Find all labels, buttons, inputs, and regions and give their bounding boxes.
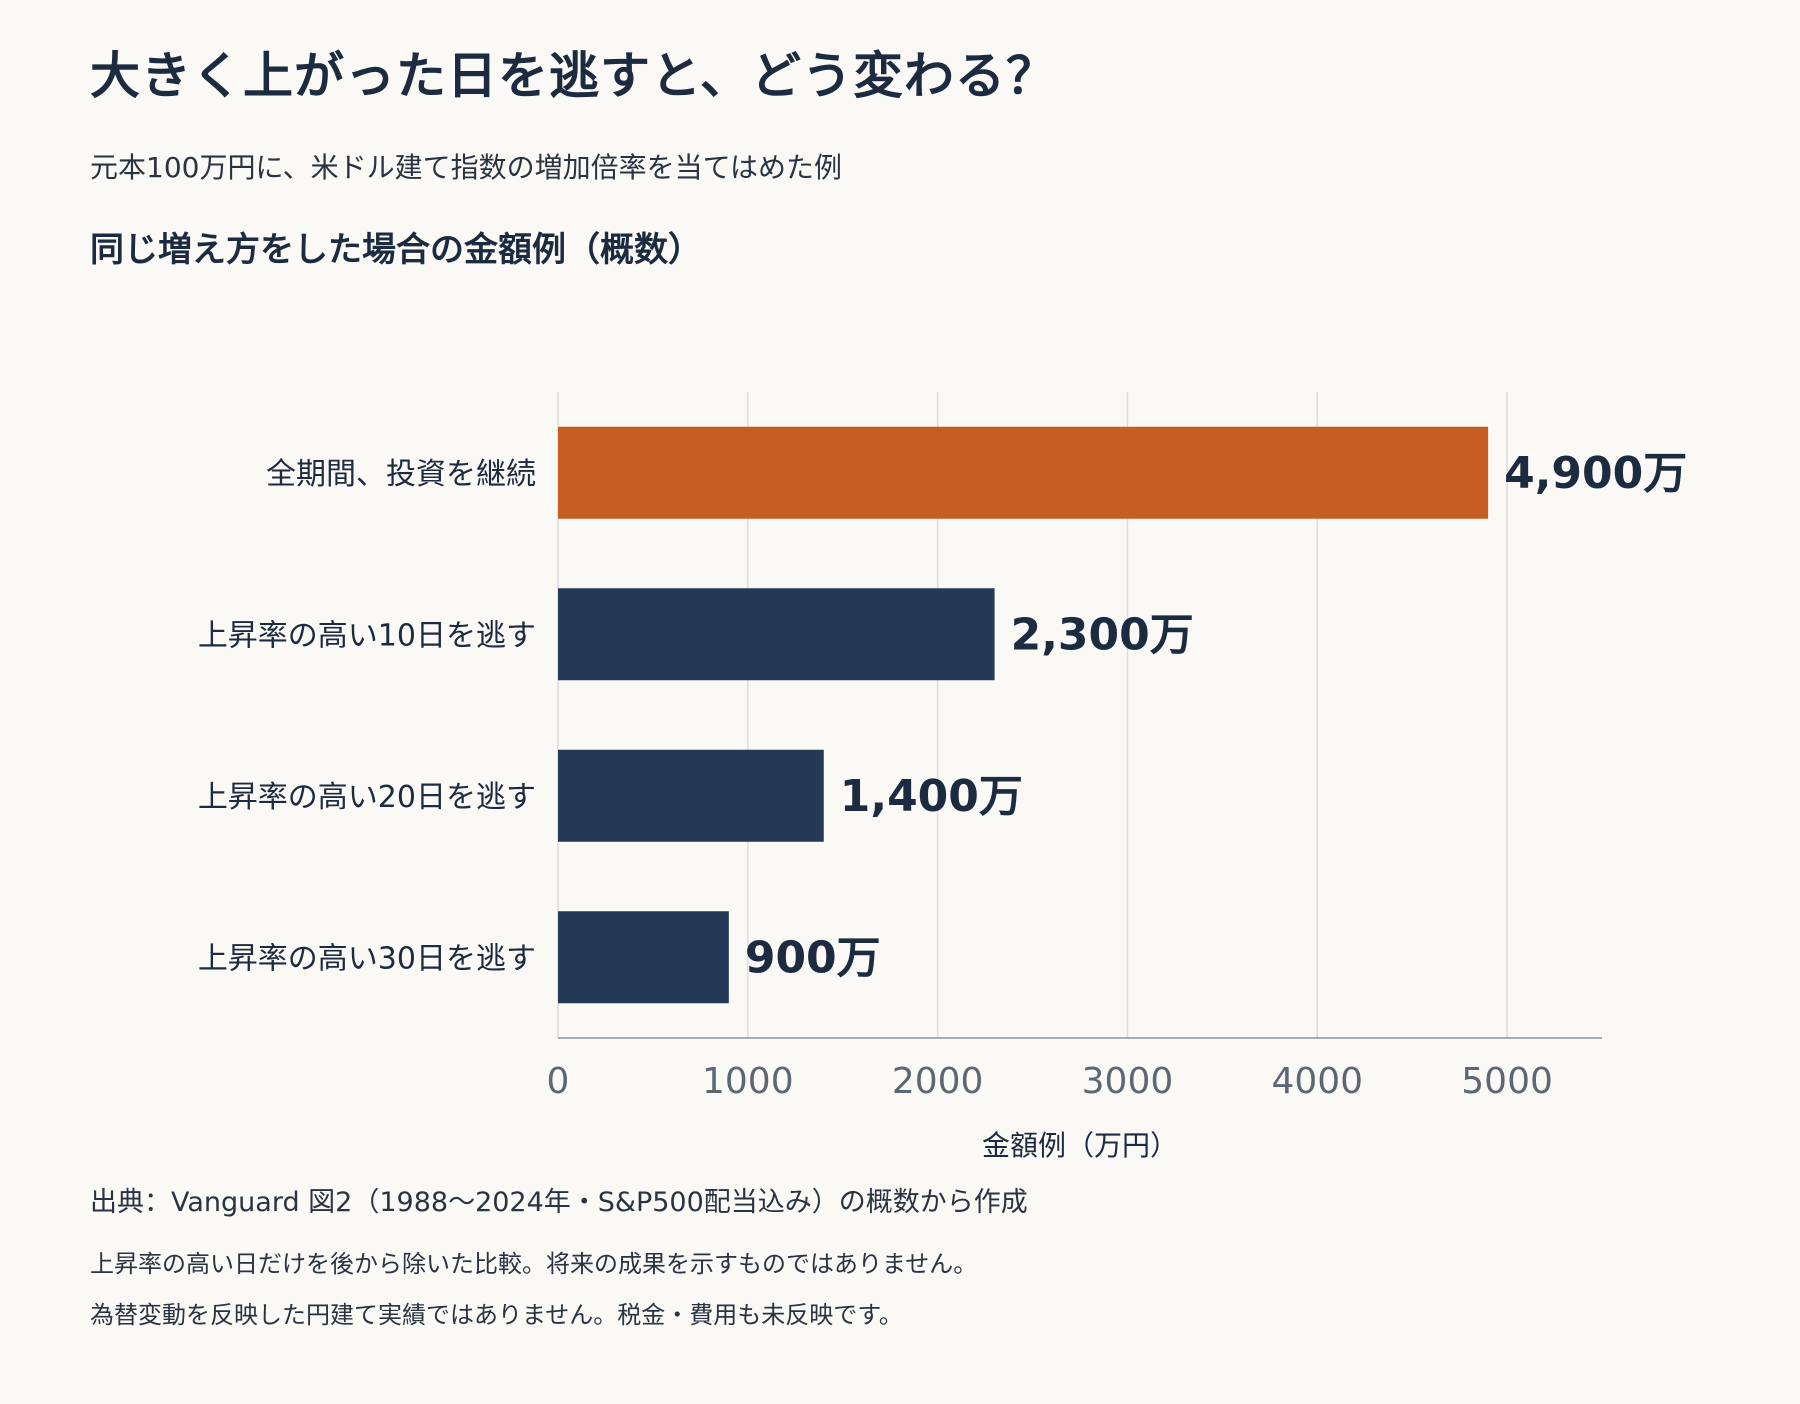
disclaimer-note-1: 上昇率の高い日だけを後から除いた比較。将来の成果を示すものではありません。	[90, 1250, 978, 1278]
data-label-4: 900万	[745, 932, 881, 983]
bar-4	[558, 911, 729, 1004]
x-axis-title: 金額例（万円）	[982, 1129, 1178, 1162]
bar-3	[558, 749, 824, 842]
category-label-2: 上昇率の高い10日を逃す	[198, 618, 536, 653]
disclaimer-note-2: 為替変動を反映した円建て実績ではありません。税金・費用も未反映です。	[90, 1301, 903, 1329]
x-tick-label-4000: 4000	[1271, 1061, 1363, 1102]
x-tick-label-1000: 1000	[702, 1061, 794, 1102]
x-tick-label-5000: 5000	[1461, 1061, 1553, 1102]
source-note: 出典：Vanguard 図2（1988〜2024年・S&P500配当込み）の概数…	[90, 1187, 1028, 1218]
category-label-1: 全期間、投資を継続	[266, 457, 536, 492]
bar-1	[558, 426, 1489, 519]
page-subtitle: 元本100万円に、米ドル建て指数の増加倍率を当てはめた例	[90, 151, 843, 184]
page-title: 大きく上がった日を逃すと、どう変わる？	[90, 47, 1057, 105]
data-label-2: 2,300万	[1011, 609, 1194, 660]
data-label-1: 4,900万	[1504, 448, 1687, 499]
x-tick-label-0: 0	[547, 1061, 570, 1102]
bar-2	[558, 588, 995, 681]
category-label-4: 上昇率の高い30日を逃す	[198, 941, 536, 976]
category-label-3: 上昇率の高い20日を逃す	[198, 780, 536, 815]
x-tick-label-2000: 2000	[892, 1061, 984, 1102]
chart-title: 同じ増え方をした場合の金額例（概数）	[90, 230, 702, 270]
data-label-3: 1,400万	[840, 771, 1023, 822]
x-tick-label-3000: 3000	[1082, 1061, 1174, 1102]
